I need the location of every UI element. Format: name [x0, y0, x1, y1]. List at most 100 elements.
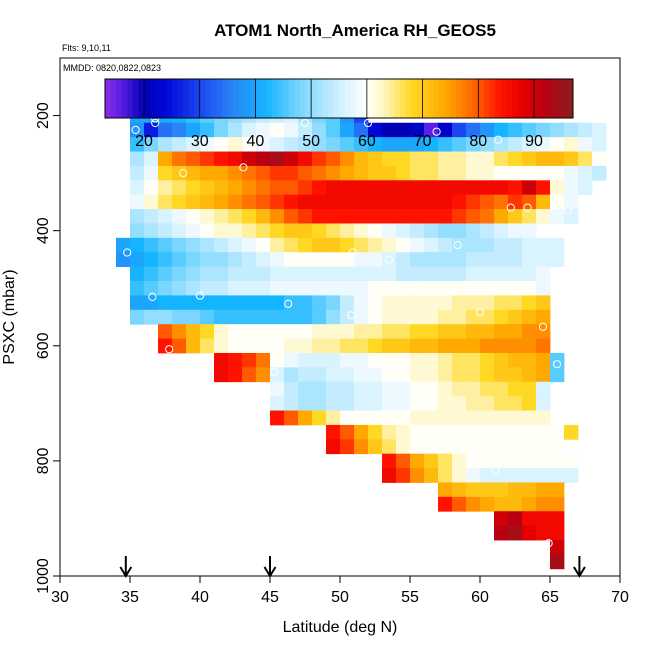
heatmap-cell — [144, 209, 159, 224]
heatmap-cell — [522, 151, 537, 167]
colorbar-segment — [244, 79, 251, 118]
heatmap-cell — [508, 352, 523, 368]
heatmap-cell — [550, 367, 565, 383]
heatmap-cell — [242, 237, 257, 253]
heatmap-cell — [284, 338, 299, 354]
heatmap-cell — [424, 252, 439, 268]
colorbar-segment — [339, 79, 346, 118]
heatmap-cell — [480, 453, 495, 469]
heatmap-cell — [354, 352, 369, 368]
heatmap-cell — [256, 223, 271, 239]
heatmap-cell — [410, 439, 425, 455]
colorbar-segment — [394, 79, 401, 118]
heatmap-cell — [312, 352, 327, 368]
heatmap-cell — [536, 122, 551, 138]
x-tick-label: 65 — [541, 589, 559, 606]
heatmap-cell — [480, 151, 495, 167]
heatmap-cell — [186, 180, 201, 196]
heatmap-cell — [172, 151, 187, 167]
heatmap-cell — [270, 410, 285, 426]
colorbar-segment — [183, 79, 190, 118]
heatmap-cell — [550, 468, 565, 483]
x-tick-label: 70 — [611, 589, 629, 606]
heatmap-cell — [144, 281, 159, 296]
heatmap-cell — [396, 352, 411, 368]
heatmap-cell — [368, 338, 383, 354]
heatmap-cell — [326, 424, 341, 440]
heatmap-cell — [326, 194, 341, 210]
heatmap-cell — [466, 381, 481, 397]
observation-point — [239, 163, 248, 172]
heatmap-cell — [410, 151, 425, 167]
heatmap-cell — [186, 122, 201, 138]
heatmap-cell — [396, 122, 411, 138]
heatmap-cell — [508, 424, 523, 440]
heatmap-cell — [410, 137, 425, 152]
heatmap-cell — [438, 281, 453, 296]
heatmap-cell — [242, 209, 257, 224]
heatmap-cell — [298, 352, 313, 368]
observation-point — [523, 203, 532, 212]
heatmap-cell — [494, 381, 509, 397]
heatmap-cell — [354, 252, 369, 268]
heatmap-cell — [508, 151, 523, 167]
heatmap-cell — [382, 209, 397, 224]
heatmap-cell — [522, 468, 537, 483]
heatmap-cell — [158, 252, 173, 268]
colorbar-segment — [400, 79, 407, 118]
heatmap-cell — [298, 252, 313, 268]
colorbar-frame — [104, 78, 574, 119]
heatmap-cell — [550, 525, 565, 541]
colorbar-segment — [556, 79, 563, 118]
heatmap-cell — [242, 223, 257, 239]
heatmap-cell — [438, 194, 453, 210]
heatmap-cell — [396, 468, 411, 483]
heatmap-cell — [564, 151, 579, 167]
heatmap-cell — [410, 468, 425, 483]
heatmap-cell — [396, 194, 411, 210]
heatmap-cell — [354, 194, 369, 210]
heatmap-cell — [200, 180, 215, 196]
colorbar-segment — [311, 79, 318, 118]
observation-point — [131, 125, 140, 134]
heatmap-cell — [326, 122, 341, 138]
heatmap-cell — [480, 266, 495, 282]
heatmap-cell — [508, 410, 523, 426]
heatmap-cell — [368, 180, 383, 196]
colorbar-segment — [210, 79, 217, 118]
heatmap-cell — [214, 180, 229, 196]
heatmap-cell — [186, 309, 201, 325]
heatmap-cell — [536, 266, 551, 282]
heatmap-cell — [522, 424, 537, 440]
heatmap-cell — [270, 180, 285, 196]
heatmap-cell — [480, 468, 495, 483]
heatmap-cell — [452, 295, 467, 311]
colorbar-segment — [350, 79, 357, 118]
heatmap-cell — [438, 338, 453, 354]
heatmap-cell — [452, 352, 467, 368]
heatmap-cell — [508, 468, 523, 483]
heatmap-cell — [564, 468, 579, 483]
colorbar-segment — [422, 79, 429, 118]
heatmap-cell — [368, 424, 383, 440]
heatmap-cell — [564, 194, 579, 210]
heatmap-cell — [228, 194, 243, 210]
heatmap-cell — [172, 309, 187, 325]
heatmap-cell — [396, 237, 411, 253]
heatmap-cell — [214, 151, 229, 167]
heatmap-cell — [508, 439, 523, 455]
heatmap-cell — [494, 151, 509, 167]
heatmap-cell — [214, 252, 229, 268]
heatmap-cell — [256, 352, 271, 368]
colorbar-segment — [266, 79, 273, 118]
heatmap-cell — [508, 194, 523, 210]
observation-point — [564, 206, 573, 215]
heatmap-cell — [396, 424, 411, 440]
heatmap-cell — [242, 151, 257, 167]
heatmap-cell — [480, 237, 495, 253]
heatmap-cell — [354, 424, 369, 440]
heatmap-cell — [494, 439, 509, 455]
heatmap-cell — [172, 266, 187, 282]
heatmap-cell — [270, 252, 285, 268]
heatmap-cell — [382, 338, 397, 354]
